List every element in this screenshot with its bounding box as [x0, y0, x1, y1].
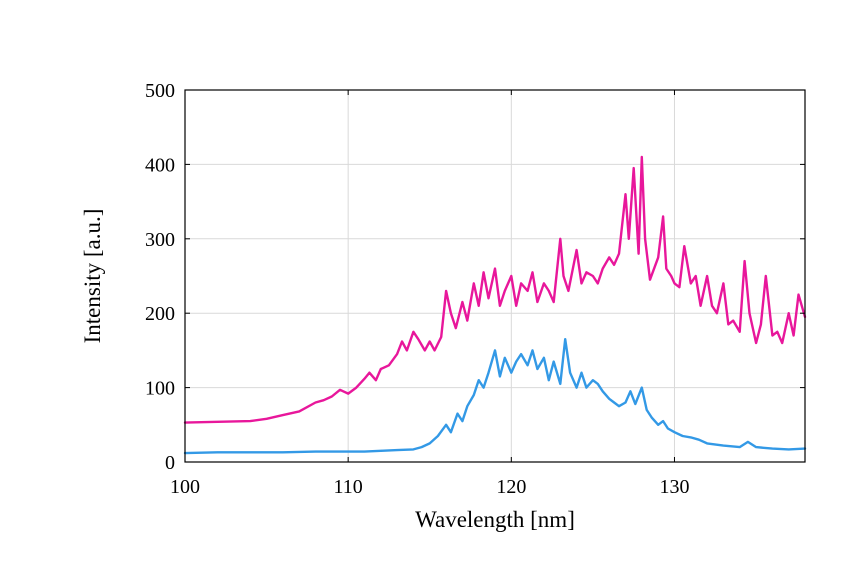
x-tick-label: 130: [659, 476, 689, 498]
series-line-upper: [183, 155, 807, 424]
x-tick-label: 110: [334, 476, 363, 498]
x-axis-title: Wavelength [nm]: [415, 507, 575, 532]
x-tick-label: 120: [496, 476, 526, 498]
x-tick-label: 100: [170, 476, 200, 498]
series-line-lower: [183, 338, 807, 455]
y-tick-label: 300: [145, 229, 175, 251]
y-tick-label: 0: [165, 452, 175, 474]
y-axis-title: Intensity [a.u.]: [80, 209, 105, 344]
y-tick-label: 100: [145, 378, 175, 400]
plot-frame: [184, 89, 806, 463]
series-layer: [183, 155, 807, 455]
y-tick-label: 200: [145, 303, 175, 325]
y-tick-label: 500: [145, 80, 175, 102]
y-tick-label: 400: [145, 154, 175, 176]
